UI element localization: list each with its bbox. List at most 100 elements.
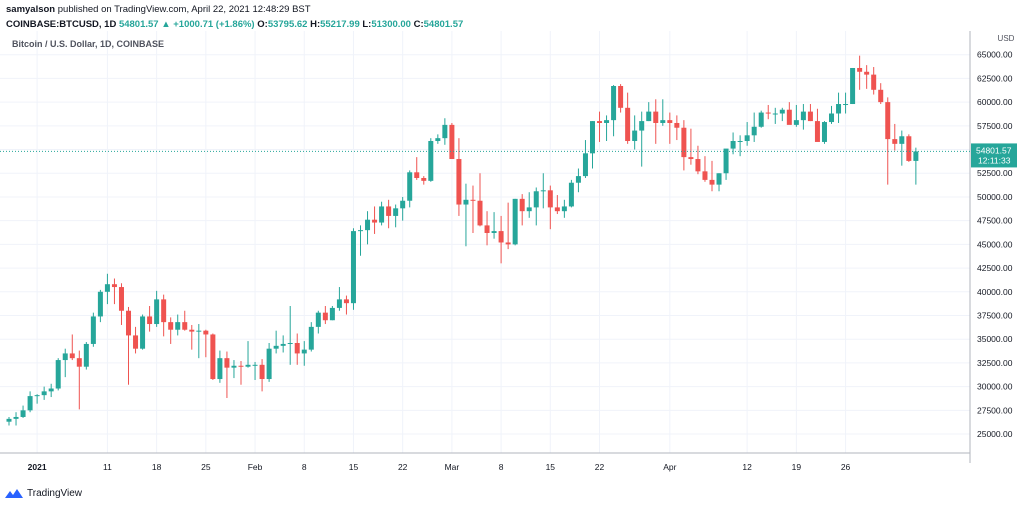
candle-body	[878, 89, 884, 103]
candle-body	[709, 179, 715, 185]
candle-body	[41, 391, 47, 396]
candle-body	[765, 112, 771, 114]
currency-label: USD	[998, 34, 1015, 43]
candle-body	[575, 176, 581, 183]
candle-body	[582, 153, 588, 177]
x-tick-label: 18	[152, 462, 162, 472]
candle-body	[512, 198, 518, 245]
candle-body	[336, 299, 342, 308]
candle-body	[906, 136, 912, 161]
candle-body	[639, 121, 645, 131]
candle-body	[27, 396, 33, 411]
candle-body	[287, 342, 293, 344]
candle-body	[821, 122, 827, 142]
candle-body	[857, 67, 863, 72]
candle-body	[379, 206, 385, 223]
candle-body	[428, 141, 434, 181]
candle-body	[899, 136, 905, 144]
candle-body	[231, 365, 237, 368]
candle-body	[477, 200, 483, 226]
candle-body	[540, 190, 546, 192]
candle-body	[533, 191, 539, 208]
candle-body	[315, 312, 321, 327]
candle-body	[280, 343, 286, 346]
candle-body	[843, 104, 849, 106]
high-value: 55217.99	[320, 19, 360, 30]
candle-body	[716, 173, 722, 185]
candle-body	[421, 177, 427, 181]
candle-body	[245, 364, 251, 367]
x-tick-label: Mar	[445, 462, 460, 472]
candle-body	[294, 342, 300, 354]
candle-body	[393, 208, 399, 216]
candle-body	[168, 322, 174, 330]
candle-body	[161, 299, 167, 323]
candle-body	[491, 231, 497, 233]
tradingview-logo-icon[interactable]	[5, 488, 23, 499]
candle-body	[611, 86, 617, 121]
candle-body	[498, 231, 504, 243]
y-tick-label: 57500.00	[977, 121, 1013, 131]
candle-body	[343, 299, 349, 304]
candle-body	[800, 111, 806, 121]
candle-body	[442, 124, 448, 139]
author-name[interactable]: samyalson	[6, 4, 56, 15]
candle-body	[69, 353, 75, 359]
candle-body	[730, 141, 736, 149]
candle-body	[55, 360, 61, 389]
last-price-badge-countdown: 12:11:33	[978, 155, 1011, 165]
candle-body	[329, 307, 335, 321]
y-tick-label: 52500.00	[977, 168, 1013, 178]
low-value: 51300.00	[371, 19, 411, 30]
candle-body	[118, 287, 124, 311]
chart-area[interactable]: Bitcoin / U.S. Dollar, 1D, COINBASE 2500…	[0, 31, 1024, 479]
candle-body	[259, 364, 265, 380]
tradingview-brand[interactable]: TradingView	[27, 488, 83, 499]
candle-body	[456, 159, 462, 205]
candle-body	[126, 310, 132, 336]
candle-body	[632, 130, 638, 142]
candle-body	[625, 107, 631, 142]
chart-header: samyalson published on TradingView.com, …	[6, 3, 463, 31]
candle-body	[772, 113, 778, 115]
candle-body	[20, 410, 26, 417]
last-price-badge-value: 54801.57	[976, 145, 1012, 155]
candle-body	[519, 198, 525, 212]
candle-body	[238, 365, 244, 367]
candle-body	[547, 190, 553, 208]
y-tick-label: 50000.00	[977, 192, 1013, 202]
x-tick-label: 25	[201, 462, 211, 472]
y-tick-label: 45000.00	[977, 239, 1013, 249]
candle-body	[688, 157, 694, 160]
candle-body	[702, 171, 708, 180]
y-tick-label: 35000.00	[977, 334, 1013, 344]
y-tick-label: 47500.00	[977, 216, 1013, 226]
candle-body	[646, 111, 652, 122]
candle-body	[386, 206, 392, 216]
x-tick-label: 12	[742, 462, 752, 472]
candlestick-chart[interactable]: 25000.00 27500.00 30000.00 32500.00 35000.00…	[0, 31, 1024, 479]
y-tick-label: 42500.00	[977, 263, 1013, 273]
candle-body	[322, 312, 328, 321]
chart-title: Bitcoin / U.S. Dollar, 1D, COINBASE	[12, 39, 165, 49]
x-tick-label: 15	[349, 462, 359, 472]
candle-body	[414, 172, 420, 178]
candle-body	[407, 172, 413, 201]
x-tick-label: Feb	[248, 462, 263, 472]
candle-body	[400, 200, 406, 209]
footer: TradingView	[5, 488, 82, 499]
candle-body	[372, 219, 378, 223]
x-tick-label: 11	[103, 462, 112, 472]
candle-body	[505, 242, 511, 245]
x-tick-label: 8	[499, 462, 504, 472]
candle-body	[793, 120, 799, 125]
candle-body	[358, 230, 363, 232]
candle-body	[864, 71, 870, 75]
published-text: published on TradingView.com, April 22, …	[57, 4, 311, 15]
candle-body	[147, 316, 153, 325]
candle-body	[695, 159, 701, 172]
candle-body	[786, 109, 792, 125]
candle-body	[308, 326, 314, 350]
low-label: L:	[362, 19, 372, 30]
ohlc-line: COINBASE:BTCUSD, 1D 54801.57 ▲ +1000.71 …	[6, 18, 463, 31]
